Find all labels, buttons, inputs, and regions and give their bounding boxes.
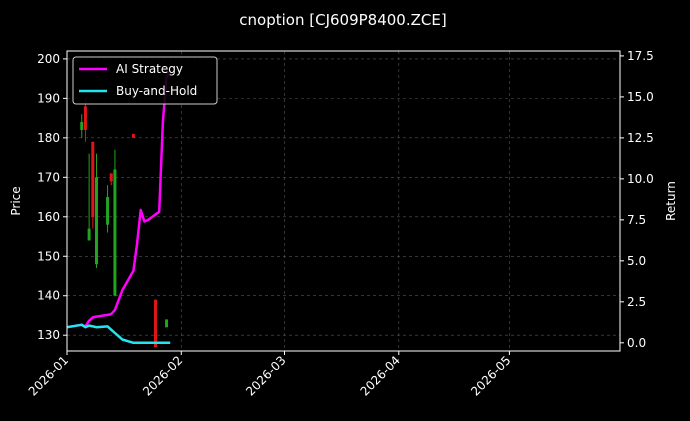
candle-body: [109, 173, 113, 182]
candle-body: [165, 319, 169, 328]
grid: [66, 51, 620, 351]
candle-body: [94, 177, 98, 265]
series-line: [66, 323, 171, 345]
candle-body: [87, 228, 91, 241]
right-tick-label: 7.5: [627, 213, 646, 227]
legend-label: AI Strategy: [116, 62, 183, 76]
left-y-axis: 130 140 150 160 170 180 190 200: [37, 52, 67, 342]
right-tick-label: 12.5: [627, 131, 654, 145]
right-axis-label: Return: [664, 181, 678, 221]
left-tick-label: 130: [37, 328, 60, 342]
right-tick-label: 17.5: [627, 49, 654, 63]
legend: AI Strategy Buy-and-Hold: [72, 56, 218, 105]
left-tick-label: 190: [37, 91, 60, 105]
legend-label: Buy-and-Hold: [116, 84, 197, 98]
right-tick-label: 5.0: [627, 254, 646, 268]
series-line: [66, 70, 172, 329]
right-tick-label: 0.0: [627, 336, 646, 350]
candle-body: [153, 299, 157, 348]
candlesticks: [80, 98, 169, 348]
left-axis-label: Price: [9, 186, 23, 215]
candle-body: [131, 133, 135, 138]
candle-body: [83, 106, 87, 130]
left-tick-label: 160: [37, 210, 60, 224]
right-tick-label: 15.0: [627, 90, 654, 104]
right-y-axis: 0.0 2.5 5.0 7.5 10.0 12.5 15.0 17.5: [620, 49, 654, 350]
candle-body: [91, 141, 95, 217]
plot-frame: [66, 50, 621, 352]
right-tick-label: 2.5: [627, 295, 646, 309]
candle-body: [80, 122, 84, 130]
candle-body: [106, 197, 110, 225]
left-tick-label: 180: [37, 131, 60, 145]
legend-box: [72, 56, 218, 105]
left-tick-label: 200: [37, 52, 60, 66]
candle-body: [113, 169, 117, 296]
series-lines: [66, 70, 172, 345]
left-tick-label: 150: [37, 249, 60, 263]
left-tick-label: 140: [37, 289, 60, 303]
chart-title: cnoption [CJ609P8400.ZCE]: [239, 11, 446, 29]
left-tick-label: 170: [37, 170, 60, 184]
right-tick-label: 10.0: [627, 172, 654, 186]
